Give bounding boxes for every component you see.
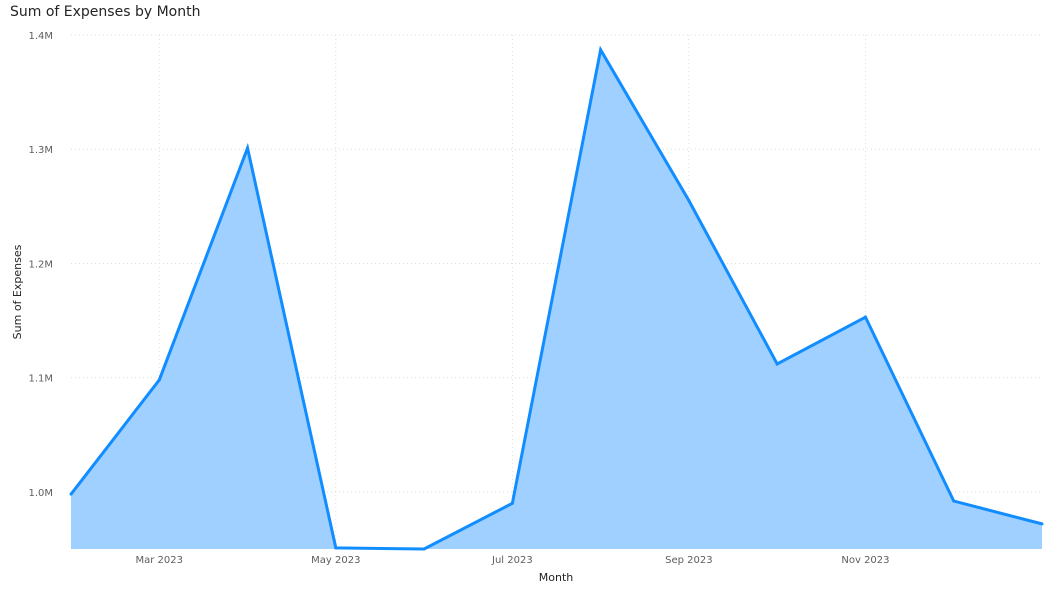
y-tick-label: 1.2M [28,259,53,270]
data-point [69,492,73,496]
x-tick-label: Mar 2023 [136,555,184,566]
y-tick-label: 1.0M [28,488,53,499]
x-tick-label: Nov 2023 [841,555,889,566]
data-point [246,146,250,150]
x-axis-title: Month [539,571,574,584]
y-axis-title: Sum of Expenses [11,244,24,339]
data-point [510,501,514,505]
x-tick-label: May 2023 [311,555,360,566]
y-tick-label: 1.1M [28,374,53,385]
data-point [1040,522,1044,526]
data-point [863,315,867,319]
series-line [69,45,1043,551]
data-point [775,362,779,366]
data-point [334,546,338,550]
data-point [422,547,426,551]
area-fill [71,49,1042,550]
y-tick-label: 1.4M [28,31,53,42]
x-tick-label: Jul 2023 [491,555,533,566]
data-point [157,378,161,382]
data-point [952,499,956,503]
data-point [599,48,603,52]
x-tick-label: Sep 2023 [665,555,712,566]
y-tick-label: 1.3M [28,145,53,156]
chart-title: Sum of Expenses by Month [10,4,201,20]
data-point [687,199,691,203]
